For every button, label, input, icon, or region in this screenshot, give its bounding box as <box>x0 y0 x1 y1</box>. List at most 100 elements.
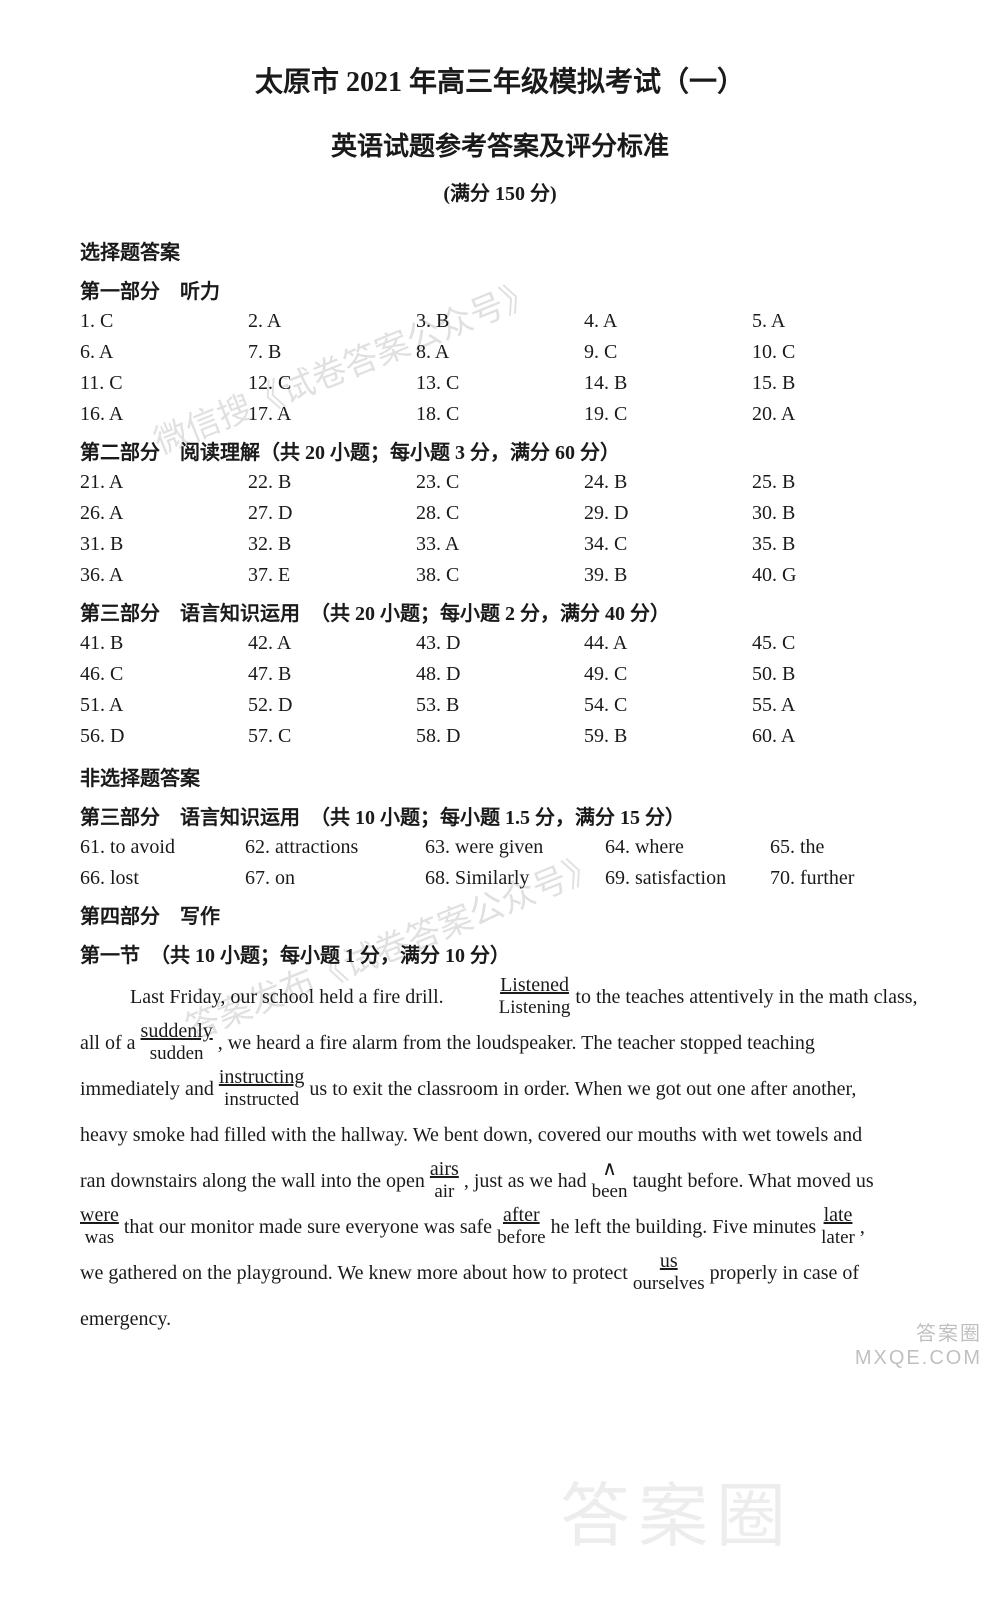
wrong-word: were <box>80 1204 119 1226</box>
title-main: 太原市 2021 年高三年级模拟考试（一） <box>80 60 920 100</box>
correction-8: us ourselves <box>633 1250 705 1295</box>
answer-cell: 9. C <box>584 341 752 364</box>
answer-cell: 38. C <box>416 564 584 587</box>
fill-cell: 67. on <box>245 867 425 890</box>
answer-cell: 26. A <box>80 502 248 525</box>
answer-cell: 22. B <box>248 471 416 494</box>
answer-cell: 50. B <box>752 663 920 686</box>
wrong-word: airs <box>430 1158 459 1180</box>
answer-cell: 3. B <box>416 310 584 333</box>
answer-cell: 56. D <box>80 725 248 748</box>
answer-cell: 49. C <box>584 663 752 686</box>
answer-cell: 4. A <box>584 310 752 333</box>
answer-cell: 11. C <box>80 372 248 395</box>
answer-cell: 30. B <box>752 502 920 525</box>
wrong-word: us <box>660 1250 678 1272</box>
nonmc-header: 非选择题答案 <box>80 762 920 791</box>
right-word: air <box>430 1181 459 1203</box>
fill-cell: 70. further <box>770 867 920 890</box>
answer-cell: 52. D <box>248 694 416 717</box>
corner-line2: MXQE.COM <box>855 1346 982 1370</box>
answer-cell: 16. A <box>80 403 248 426</box>
essay-text: heavy smoke had filled with the hallway.… <box>80 1112 920 1158</box>
answer-cell: 20. A <box>752 403 920 426</box>
writing-header: 第四部分 写作 <box>80 900 920 929</box>
answer-cell: 1. C <box>80 310 248 333</box>
reading-header: 第二部分 阅读理解（共 20 小题；每小题 3 分，满分 60 分） <box>80 436 920 465</box>
answer-cell: 33. A <box>416 533 584 556</box>
answer-cell: 51. A <box>80 694 248 717</box>
correction-6: after before <box>497 1204 546 1249</box>
answer-cell: 35. B <box>752 533 920 556</box>
correction-7: late later <box>821 1204 855 1249</box>
listening-grid: 1. C2. A3. B4. A5. A 6. A7. B8. A9. C10. … <box>80 310 920 426</box>
insert-mark: ∧ <box>602 1158 617 1180</box>
answer-cell: 10. C <box>752 341 920 364</box>
answer-cell: 34. C <box>584 533 752 556</box>
answer-cell: 21. A <box>80 471 248 494</box>
answer-cell: 29. D <box>584 502 752 525</box>
essay-text: us to exit the classroom in order. When … <box>309 1078 856 1100</box>
essay-text: emergency. <box>80 1296 920 1342</box>
essay-text: all of a <box>80 1032 141 1054</box>
fill-cell: 65. the <box>770 836 920 859</box>
corner-watermark: 答案圈 MXQE.COM <box>855 1322 982 1370</box>
answer-cell: 24. B <box>584 471 752 494</box>
cloze-header: 第三部分 语言知识运用 （共 20 小题；每小题 2 分，满分 40 分） <box>80 597 920 626</box>
insertion: ∧ been <box>592 1158 628 1203</box>
answer-cell: 13. C <box>416 372 584 395</box>
fill-cell: 62. attractions <box>245 836 425 859</box>
insert-word: been <box>592 1181 628 1203</box>
fill-header: 第三部分 语言知识运用 （共 10 小题；每小题 1.5 分，满分 15 分） <box>80 801 920 830</box>
essay-text: to the teaches attentively in the math c… <box>575 986 917 1008</box>
answer-cell: 45. C <box>752 632 920 655</box>
fill-cell: 68. Similarly <box>425 867 605 890</box>
answer-cell: 7. B <box>248 341 416 364</box>
correction-5: were was <box>80 1204 119 1249</box>
answer-cell: 31. B <box>80 533 248 556</box>
fill-grid: 61. to avoid62. attractions63. were give… <box>80 836 920 890</box>
answer-cell: 19. C <box>584 403 752 426</box>
writing-sub: 第一节 （共 10 小题；每小题 1 分，满分 10 分） <box>80 939 920 968</box>
answer-cell: 54. C <box>584 694 752 717</box>
correction-1: Listened Listening <box>449 974 571 1019</box>
answer-cell: 59. B <box>584 725 752 748</box>
answer-cell: 6. A <box>80 341 248 364</box>
right-word: was <box>80 1227 119 1249</box>
essay-correction: Last Friday, our school held a fire dril… <box>80 974 920 1342</box>
answer-cell: 32. B <box>248 533 416 556</box>
watermark-faint: 答案圈 <box>560 1460 794 1561</box>
essay-text: properly in case of <box>710 1262 859 1284</box>
answer-cell: 40. G <box>752 564 920 587</box>
cloze-grid: 41. B42. A43. D44. A45. C46. C47. B48. D… <box>80 632 920 748</box>
answer-cell: 28. C <box>416 502 584 525</box>
essay-text: he left the building. Five minutes <box>551 1216 822 1238</box>
exam-answer-page: 微信搜《试卷答案公众号》 答案发布《试卷答案公众号》 答案圈 太原市 2021 … <box>0 0 1000 1382</box>
answer-cell: 55. A <box>752 694 920 717</box>
answer-cell: 2. A <box>248 310 416 333</box>
essay-text: taught before. What moved us <box>632 1170 873 1192</box>
fill-cell: 69. satisfaction <box>605 867 770 890</box>
right-word: ourselves <box>633 1273 705 1295</box>
wrong-word: instructing <box>219 1066 305 1088</box>
answer-cell: 44. A <box>584 632 752 655</box>
essay-text: ran downstairs along the wall into the o… <box>80 1170 430 1192</box>
answer-cell: 5. A <box>752 310 920 333</box>
answer-cell: 8. A <box>416 341 584 364</box>
wrong-word: late <box>824 1204 853 1226</box>
essay-text: , we heard a fire alarm from the loudspe… <box>218 1032 815 1054</box>
answer-cell: 15. B <box>752 372 920 395</box>
correction-3: instructing instructed <box>219 1066 305 1111</box>
fill-cell: 61. to avoid <box>80 836 245 859</box>
reading-grid: 21. A22. B23. C24. B25. B26. A27. D28. C… <box>80 471 920 587</box>
essay-text: that our monitor made sure everyone was … <box>124 1216 497 1238</box>
wrong-word: after <box>503 1204 540 1226</box>
answer-cell: 42. A <box>248 632 416 655</box>
right-word: instructed <box>219 1089 305 1111</box>
answer-cell: 27. D <box>248 502 416 525</box>
essay-text: , <box>860 1216 865 1238</box>
right-word: Listening <box>449 997 571 1019</box>
essay-text: we gathered on the playground. We knew m… <box>80 1262 633 1284</box>
wrong-word: suddenly <box>141 1020 213 1042</box>
answer-cell: 12. C <box>248 372 416 395</box>
